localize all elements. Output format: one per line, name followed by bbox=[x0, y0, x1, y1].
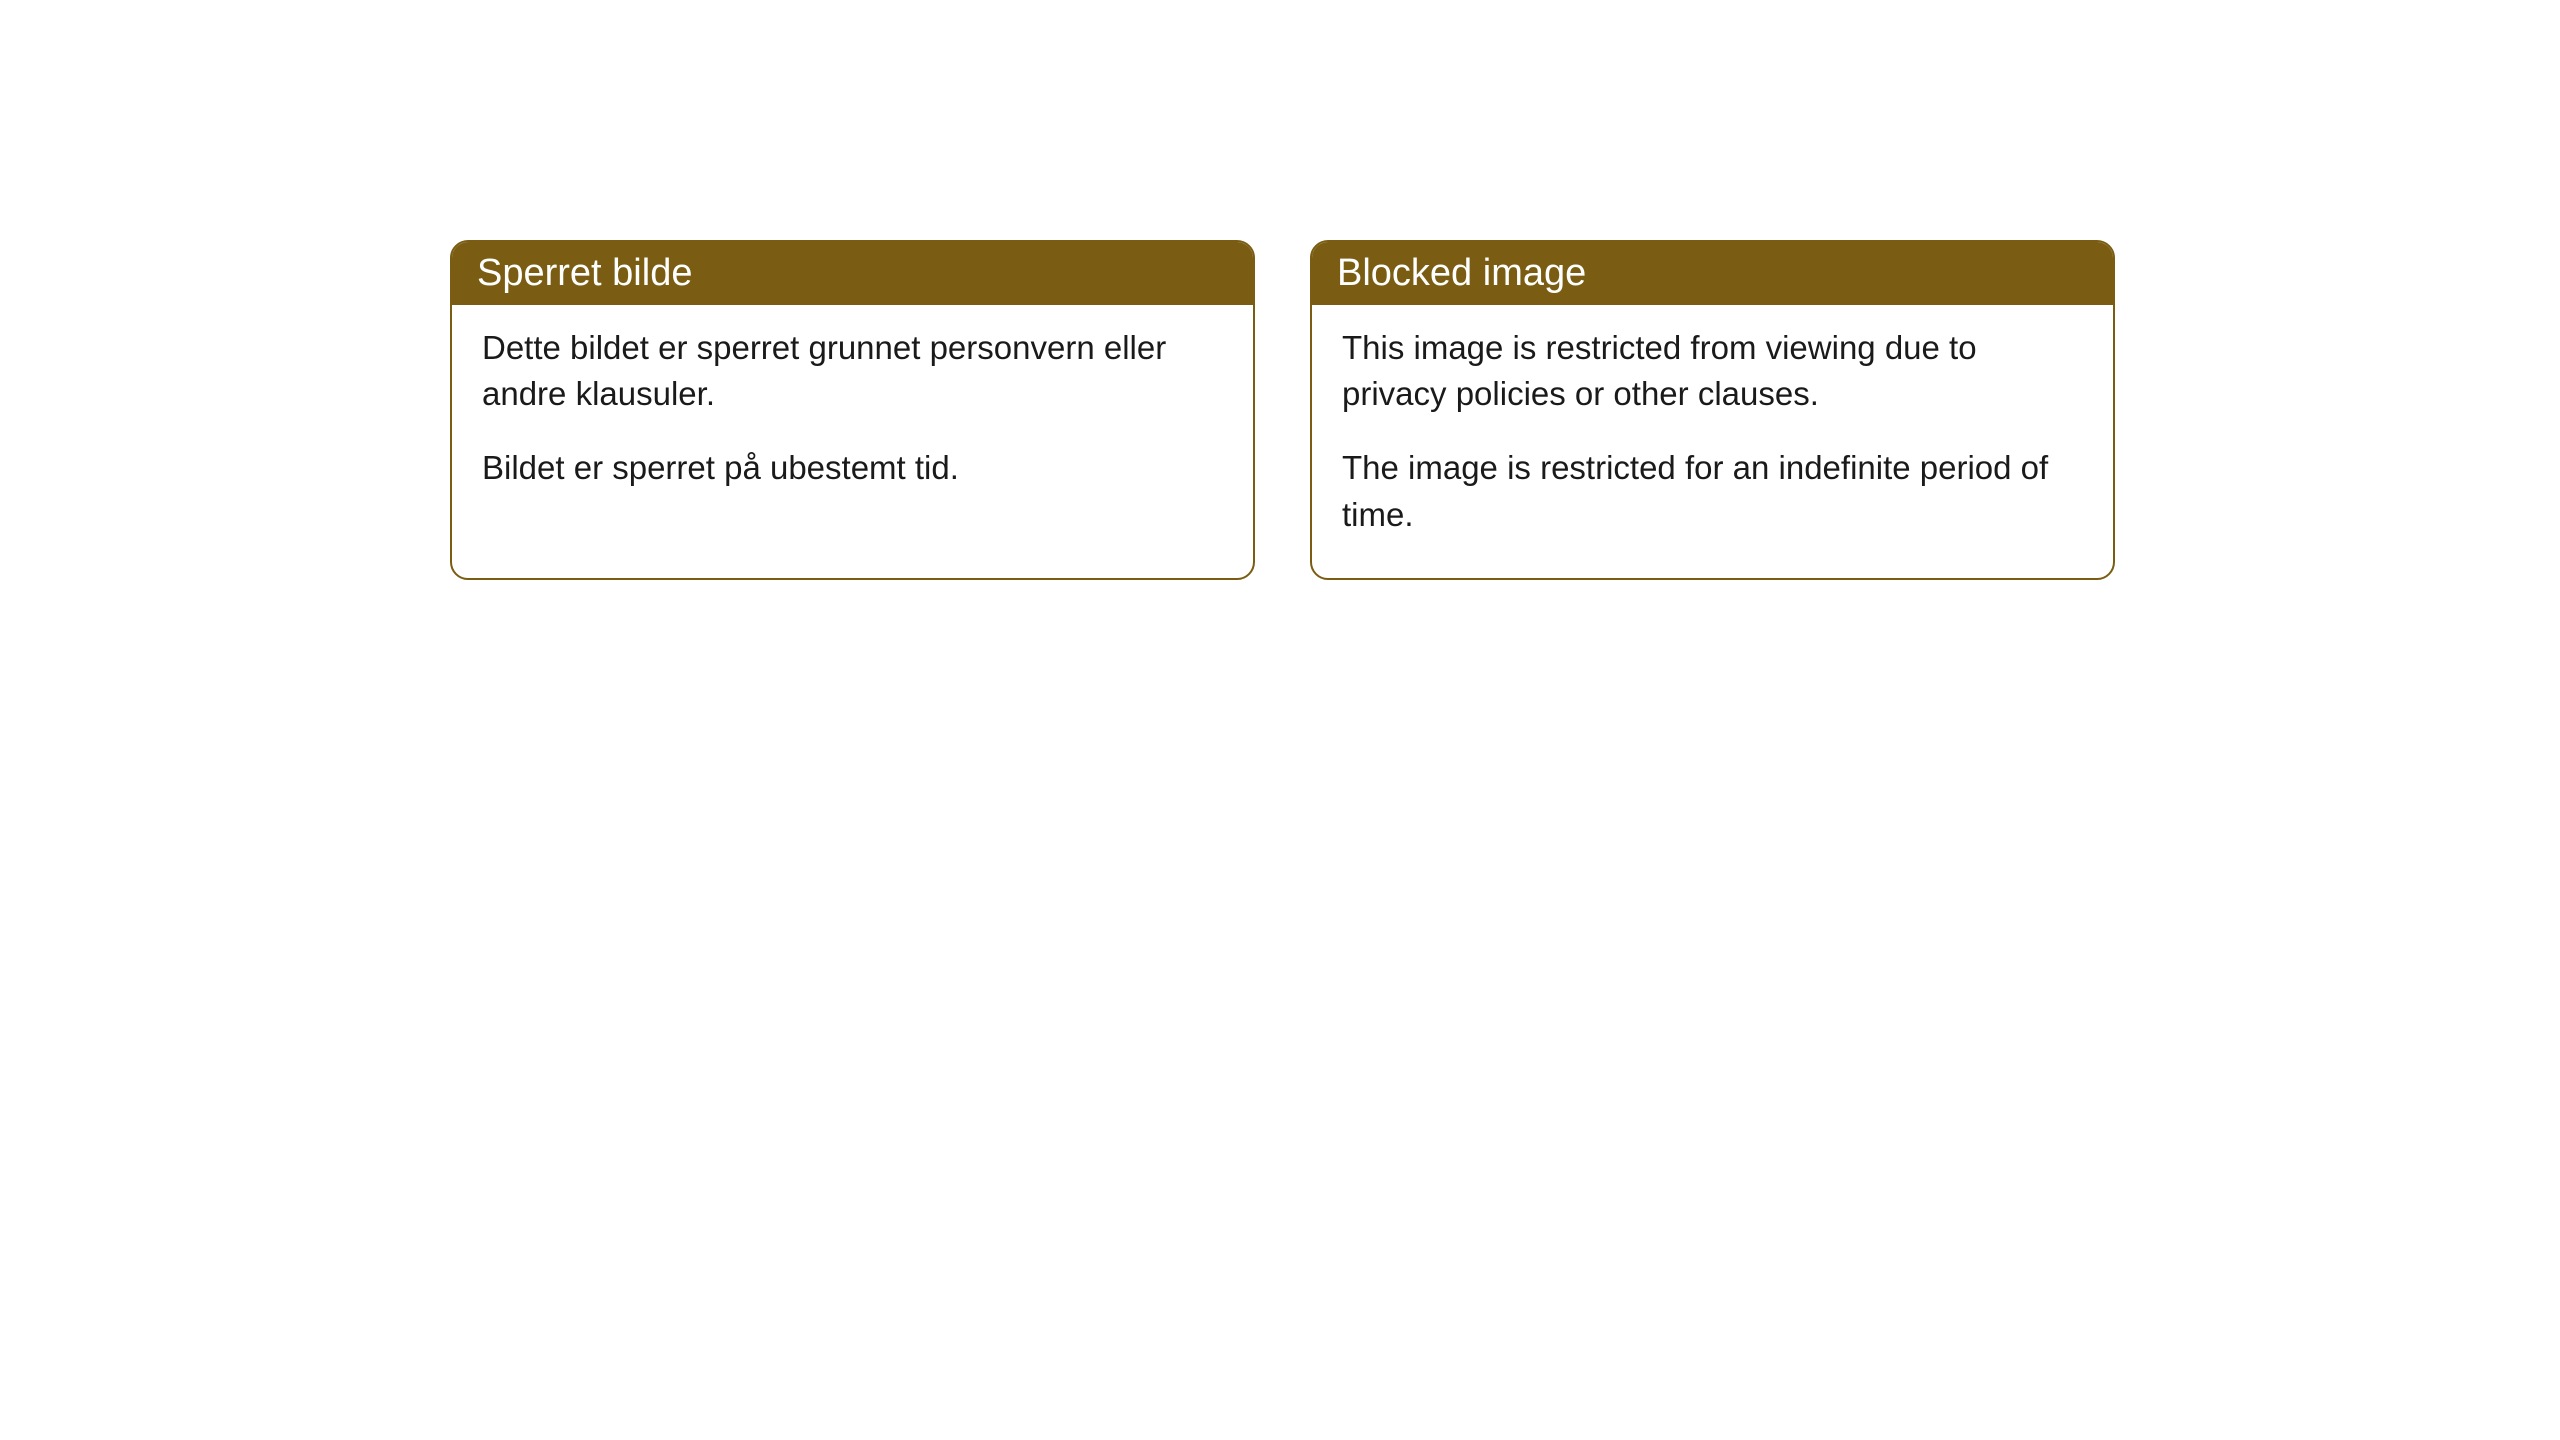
card-body-norwegian: Dette bildet er sperret grunnet personve… bbox=[452, 305, 1253, 532]
card-english: Blocked image This image is restricted f… bbox=[1310, 240, 2115, 580]
card-body-english: This image is restricted from viewing du… bbox=[1312, 305, 2113, 578]
card-header-norwegian: Sperret bilde bbox=[452, 242, 1253, 305]
card-paragraph: Dette bildet er sperret grunnet personve… bbox=[482, 325, 1223, 417]
card-paragraph: This image is restricted from viewing du… bbox=[1342, 325, 2083, 417]
card-norwegian: Sperret bilde Dette bildet er sperret gr… bbox=[450, 240, 1255, 580]
card-paragraph: The image is restricted for an indefinit… bbox=[1342, 445, 2083, 537]
cards-container: Sperret bilde Dette bildet er sperret gr… bbox=[450, 240, 2115, 580]
card-header-english: Blocked image bbox=[1312, 242, 2113, 305]
card-paragraph: Bildet er sperret på ubestemt tid. bbox=[482, 445, 1223, 491]
